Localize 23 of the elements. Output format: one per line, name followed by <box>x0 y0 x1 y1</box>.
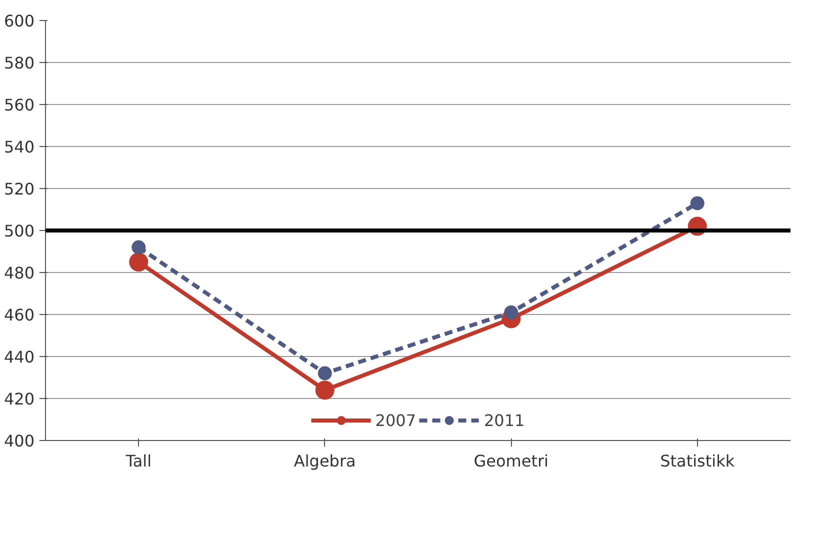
y-tick-label: 400 <box>4 432 35 450</box>
point <box>504 305 518 320</box>
y-tick-label: 500 <box>4 222 35 240</box>
y-tick-label: 480 <box>4 264 35 282</box>
point <box>690 196 704 210</box>
point <box>318 366 332 380</box>
y-tick-label: 420 <box>4 390 35 408</box>
y-tick-label: 580 <box>4 54 35 72</box>
legend-label: 2011 <box>484 410 525 430</box>
y-tick-label: 540 <box>4 138 35 156</box>
y-tick-label: 600 <box>4 12 35 30</box>
point <box>129 252 148 272</box>
point <box>132 240 146 254</box>
x-tick-label: Tall <box>124 452 152 470</box>
y-tick-label: 460 <box>4 306 35 324</box>
point <box>315 380 334 400</box>
y-tick-label: 560 <box>4 96 35 114</box>
legend-label: 2007 <box>375 410 416 430</box>
x-tick-label: Geometri <box>474 452 549 470</box>
x-tick-label: Statistikk <box>660 452 736 470</box>
y-tick-label: 520 <box>4 180 35 198</box>
x-tick-label: Algebra <box>294 452 356 470</box>
y-tick-label: 440 <box>4 348 35 366</box>
